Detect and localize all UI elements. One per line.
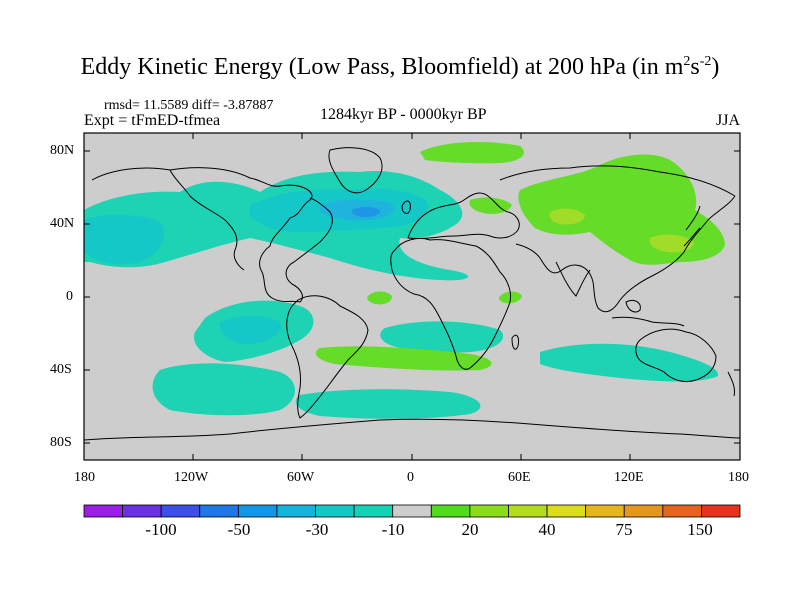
anomaly-region-arctic — [420, 142, 524, 164]
colorbar-swatch — [276, 504, 316, 518]
colorbar-label-4: -10 — [381, 520, 405, 539]
stats-text: rmsd= 11.5589 diff= -3.87887 — [104, 98, 274, 113]
colorbar-label-2: -50 — [227, 520, 251, 539]
colorbar-label-5: 20 — [461, 520, 479, 539]
colorbar-swatch — [83, 504, 123, 518]
title-sup2: -2 — [699, 54, 712, 69]
colorbar-swatch — [122, 504, 162, 518]
colorbar-swatch — [353, 504, 394, 518]
lat-tick-80s: 80S — [50, 435, 72, 450]
map-plot-area — [84, 133, 740, 460]
anomaly-region-east-asia-core — [649, 234, 694, 253]
lat-tick-0: 0 — [66, 289, 73, 304]
colorbar-swatch — [585, 504, 625, 518]
title-mid: s — [690, 54, 700, 80]
colorbar-swatch — [392, 504, 432, 518]
coastlines — [84, 147, 740, 441]
anomaly-region-south-pacific-lower — [152, 363, 295, 416]
anomaly-region-southern-ocean — [295, 389, 481, 419]
colorbar-swatch — [469, 504, 509, 518]
lat-tick-40n: 40N — [50, 216, 75, 231]
colorbar-swatch — [315, 504, 355, 518]
colorbar-swatch — [701, 504, 741, 518]
lon-tick-180w: 180 — [74, 470, 95, 485]
lon-tick-60e: 60E — [508, 470, 531, 485]
colorbar-label-1: -100 — [145, 520, 177, 539]
colorbar-swatch — [199, 504, 239, 518]
colorbar-label-8: 150 — [687, 520, 713, 539]
anomaly-region-indian-ocean — [540, 343, 719, 382]
title-text: Eddy Kinetic Energy (Low Pass, Bloomfiel… — [80, 54, 684, 80]
anomaly-region-west-pacific — [469, 197, 512, 214]
anomaly-region-tropical-atlantic — [367, 291, 392, 305]
lon-tick-180e: 180 — [728, 470, 749, 485]
lon-tick-0: 0 — [407, 470, 414, 485]
anomaly-region-eurasia-core — [549, 208, 585, 225]
anomaly-region-south-atlantic-band — [315, 346, 492, 371]
anomaly-region-pacific-west — [84, 214, 164, 265]
colorbar-swatch — [546, 504, 587, 518]
colorbar-label-6: 40 — [538, 520, 556, 539]
colorbar — [83, 504, 741, 518]
colorbar-swatch — [430, 504, 471, 518]
colorbar-swatch — [508, 504, 548, 518]
colorbar-swatch — [160, 504, 201, 518]
expt-label: Expt = tFmED-tfmea — [84, 112, 221, 129]
anomaly-region-south-atlantic — [380, 321, 504, 353]
lat-tick-40s: 40S — [50, 362, 72, 377]
lat-tick-80n: 80N — [50, 143, 75, 158]
lon-tick-120e: 120E — [614, 470, 644, 485]
lon-tick-60w: 60W — [287, 470, 315, 485]
lon-tick-120w: 120W — [174, 470, 209, 485]
colorbar-label-7: 75 — [615, 520, 633, 539]
title-sup1: 2 — [683, 54, 691, 69]
axis-ticks — [84, 133, 740, 460]
colorbar-label-3: -30 — [305, 520, 329, 539]
anomaly-region-south-pacific-core — [219, 316, 281, 344]
colorbar-swatch — [237, 504, 278, 518]
title-end: ) — [711, 54, 720, 80]
plot-title: Eddy Kinetic Energy (Low Pass, Bloomfiel… — [0, 54, 800, 81]
season-label: JJA — [716, 112, 741, 129]
colorbar-swatch — [662, 504, 702, 518]
colorbar-swatch — [623, 504, 664, 518]
period-label: 1284kyr BP - 0000kyr BP — [320, 106, 487, 123]
anomaly-region-atlantic-minimum — [351, 207, 381, 218]
